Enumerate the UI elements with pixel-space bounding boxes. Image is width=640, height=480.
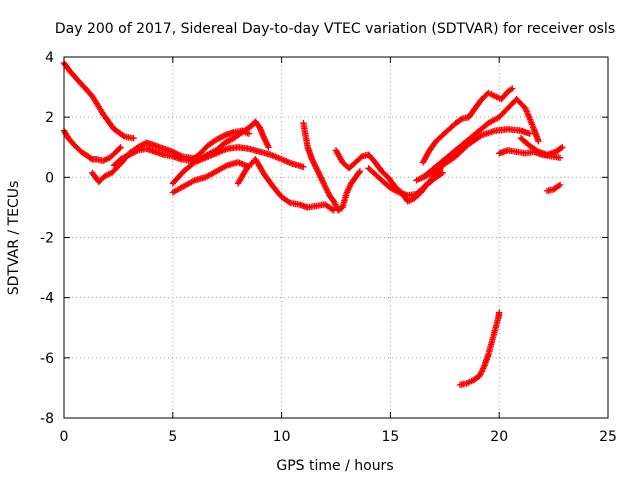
x-tick-label: 25 — [599, 429, 617, 445]
plus-markers — [413, 126, 533, 184]
series-arc-16 — [543, 181, 564, 195]
plus-markers — [456, 309, 503, 389]
plus-markers — [169, 144, 307, 187]
series-arc-10 — [365, 165, 446, 199]
y-tick-label: -4 — [40, 291, 54, 307]
plus-markers — [60, 59, 137, 142]
x-tick-label: 15 — [381, 429, 399, 445]
y-tick-label: -6 — [40, 351, 54, 367]
x-tick-label: 20 — [490, 429, 508, 445]
plus-markers — [300, 120, 364, 214]
x-tick-label: 10 — [273, 429, 291, 445]
plus-markers — [60, 127, 124, 164]
series-arc-15 — [517, 135, 566, 158]
y-tick-label: 0 — [45, 170, 54, 186]
series-arc-13 — [419, 85, 516, 166]
data-series — [60, 59, 566, 389]
plus-markers — [517, 135, 566, 158]
series-arc-12 — [413, 126, 533, 184]
series-arc-8 — [300, 120, 364, 214]
series-arc-5 — [169, 144, 307, 187]
y-tick-label: -2 — [40, 231, 54, 247]
y-tick-label: 2 — [45, 110, 54, 126]
x-axis-label: GPS time / hours — [276, 458, 393, 474]
plus-markers — [234, 156, 337, 214]
series-arc-1 — [60, 59, 137, 142]
plus-markers — [543, 181, 564, 195]
plus-markers — [110, 127, 253, 169]
series-arc-7 — [234, 156, 337, 214]
series-arc-6 — [169, 159, 253, 196]
plus-markers — [169, 159, 253, 196]
plus-markers — [365, 165, 446, 199]
y-tick-label: -8 — [40, 411, 54, 427]
x-tick-label: 5 — [168, 429, 177, 445]
plot-frame — [63, 56, 609, 419]
y-axis-label: SDTVAR / TECUs — [6, 181, 22, 296]
axis-ticks: 0 5 10 15 20 25 -8 -6 -4 -2 0 2 4 — [40, 50, 617, 445]
plus-markers — [419, 85, 516, 166]
series-arc-4 — [110, 127, 253, 169]
chart-title: Day 200 of 2017, Sidereal Day-to-day VTE… — [55, 21, 615, 37]
x-tick-label: 0 — [60, 429, 69, 445]
series-arc-17 — [456, 309, 503, 389]
y-tick-label: 4 — [45, 50, 54, 66]
series-arc-2 — [60, 127, 124, 164]
